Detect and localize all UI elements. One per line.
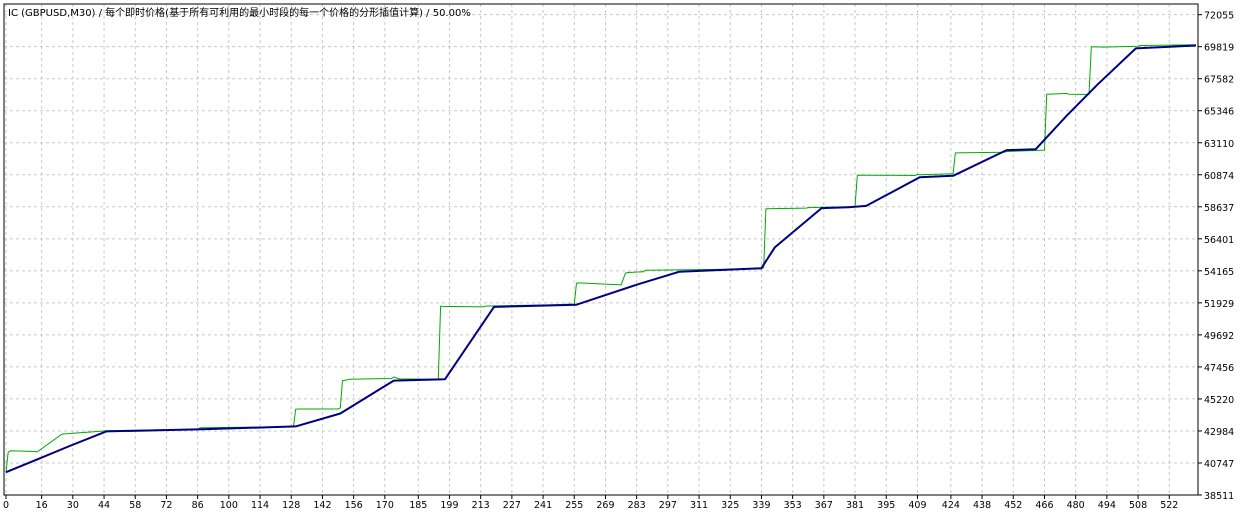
y-tick-label: 47456 xyxy=(1204,363,1234,374)
x-tick-label: 255 xyxy=(565,500,583,511)
x-tick-label: 156 xyxy=(345,500,363,511)
y-tick-label: 40747 xyxy=(1204,459,1234,470)
plot-frame xyxy=(3,3,1199,496)
x-tick-label: 353 xyxy=(784,500,802,511)
x-tick-label: 494 xyxy=(1098,500,1116,511)
x-tick-label: 522 xyxy=(1160,500,1178,511)
x-tick-label: 0 xyxy=(3,500,9,511)
y-axis: 72055 69819 67582 65346 63110 60874 58637 56401… xyxy=(1198,11,1234,502)
x-axis: 0 16 30 44 58 72 86 100 114 128 142 156 170 185 199 213… xyxy=(3,495,1178,511)
x-tick-label: 424 xyxy=(942,500,960,511)
x-tick-label: 128 xyxy=(282,500,300,511)
y-tick-label: 65346 xyxy=(1204,107,1234,118)
y-tick-label: 54165 xyxy=(1204,267,1234,278)
x-tick-label: 100 xyxy=(220,500,238,511)
x-tick-label: 16 xyxy=(36,500,48,511)
y-tick-label: 51929 xyxy=(1204,299,1234,310)
x-tick-label: 480 xyxy=(1067,500,1085,511)
x-tick-label: 199 xyxy=(440,500,458,511)
x-tick-label: 58 xyxy=(129,500,141,511)
x-tick-label: 438 xyxy=(973,500,991,511)
x-tick-label: 227 xyxy=(503,500,521,511)
x-tick-label: 297 xyxy=(659,500,677,511)
x-tick-label: 30 xyxy=(67,500,79,511)
x-tick-label: 72 xyxy=(160,500,172,511)
x-tick-label: 367 xyxy=(815,500,833,511)
y-tick-label: 60874 xyxy=(1204,171,1234,182)
y-tick-label: 69819 xyxy=(1204,43,1234,54)
y-tick-label: 67582 xyxy=(1204,75,1234,86)
x-tick-label: 409 xyxy=(908,500,926,511)
series-layer xyxy=(5,44,1197,474)
x-tick-label: 283 xyxy=(628,500,646,511)
x-tick-label: 395 xyxy=(877,500,895,511)
x-tick-label: 114 xyxy=(251,500,269,511)
y-tick-label: 45220 xyxy=(1204,395,1234,406)
x-tick-label: 142 xyxy=(313,500,331,511)
x-tick-label: 466 xyxy=(1035,500,1053,511)
y-tick-label: 49692 xyxy=(1204,331,1234,342)
x-tick-label: 325 xyxy=(721,500,739,511)
y-tick-label: 38511 xyxy=(1204,491,1234,502)
x-tick-label: 269 xyxy=(596,500,614,511)
x-tick-label: 311 xyxy=(690,500,708,511)
x-tick-label: 185 xyxy=(409,500,427,511)
x-tick-label: 381 xyxy=(846,500,864,511)
x-tick-label: 44 xyxy=(98,500,110,511)
y-tick-label: 72055 xyxy=(1204,11,1234,22)
x-tick-label: 170 xyxy=(376,500,394,511)
x-tick-label: 508 xyxy=(1129,500,1147,511)
chart-title: IC (GBPUSD,M30) / 每个即时价格(基于所有可利用的最小时段的每一… xyxy=(8,6,471,19)
y-tick-label: 56401 xyxy=(1204,235,1234,246)
x-tick-label: 213 xyxy=(472,500,490,511)
series-line-blue xyxy=(5,44,1197,474)
x-tick-label: 339 xyxy=(752,500,770,511)
y-tick-label: 63110 xyxy=(1204,139,1234,150)
y-tick-label: 42984 xyxy=(1204,427,1234,438)
y-tick-label: 58637 xyxy=(1204,203,1234,214)
x-tick-label: 86 xyxy=(192,500,204,511)
x-tick-label: 452 xyxy=(1004,500,1022,511)
x-tick-label: 241 xyxy=(534,500,552,511)
